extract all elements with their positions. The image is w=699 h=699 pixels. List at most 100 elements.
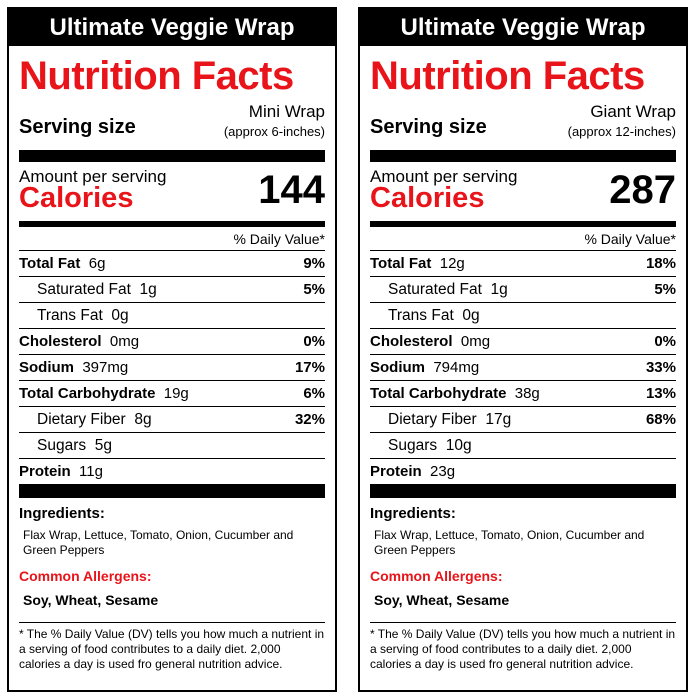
serving-size-note: (approx 12-inches) [567, 124, 676, 139]
nutrient-label: Saturated Fat [37, 281, 131, 298]
nutrient-amount: 5g [94, 437, 112, 454]
serving-size-label: Serving size [370, 116, 487, 138]
nutrient-label: Trans Fat [37, 307, 103, 324]
nutrition-facts-heading: Nutrition Facts [370, 54, 645, 98]
nutrient-row-sodium: Sodium 397mg 17% [19, 354, 325, 380]
ingredients-label: Ingredients: [19, 505, 105, 522]
nutrient-amount: 23g [430, 463, 456, 480]
nutrient-row-sugars: Sugars 5g [19, 432, 325, 458]
serving-size-note: (approx 6-inches) [223, 124, 325, 139]
nutrient-row-cholesterol: Cholesterol 0mg 0% [19, 328, 325, 354]
ingredients-text: Flax Wrap, Lettuce, Tomato, Onion, Cucum… [374, 528, 645, 557]
nutrient-row-saturated-fat: Saturated Fat 1g 5% [370, 276, 676, 302]
nutrient-row-total-carbohydrate: Total Carbohydrate 19g 6% [19, 380, 325, 406]
nutrient-percent: 32% [294, 411, 325, 428]
nutrient-label: Protein [19, 463, 71, 480]
nutrient-label: Dietary Fiber [37, 411, 126, 428]
nutrient-percent: 68% [645, 411, 676, 428]
nutrient-row-trans-fat: Trans Fat 0g [19, 302, 325, 328]
calories-value: 144 [258, 168, 325, 212]
nutrient-percent: 18% [645, 255, 676, 272]
nutrient-amount: 17g [485, 411, 512, 428]
allergens-text: Soy, Wheat, Sesame [374, 592, 510, 608]
amount-per-serving-label: Amount per serving [19, 167, 167, 186]
nutrient-row-sugars: Sugars 10g [370, 432, 676, 458]
nutrient-amount: 12g [439, 255, 465, 272]
nutrient-amount: 19g [163, 385, 189, 402]
divider [370, 484, 676, 498]
calories-value: 287 [609, 168, 676, 212]
serving-size-value: Mini Wrap [248, 102, 325, 121]
divider [370, 150, 676, 162]
nutrient-percent: 0% [303, 333, 325, 350]
nutrient-percent: 33% [645, 359, 676, 376]
nutrient-percent: 0% [654, 333, 676, 350]
calories-label: Calories [370, 182, 485, 214]
divider [19, 484, 325, 498]
nutrient-row-total-carbohydrate: Total Carbohydrate 38g 13% [370, 380, 676, 406]
nutrient-amount: 794mg [433, 359, 480, 376]
nutrient-row-cholesterol: Cholesterol 0mg 0% [370, 328, 676, 354]
daily-value-header: % Daily Value* [584, 231, 676, 247]
daily-value-header: % Daily Value* [233, 231, 325, 247]
nutrient-label: Total Carbohydrate [370, 385, 507, 402]
nutrient-percent: 17% [294, 359, 325, 376]
nutrient-percent: 6% [303, 385, 325, 402]
nutrient-amount: 11g [79, 463, 103, 480]
nutrient-label: Cholesterol [19, 333, 102, 350]
nutrient-percent: 5% [654, 281, 676, 298]
nutrient-label: Protein [370, 463, 422, 480]
nutrient-label: Sodium [370, 359, 425, 376]
nutrient-row-total-fat: Total Fat 12g 18% [370, 250, 676, 276]
nutrition-facts-heading: Nutrition Facts [19, 54, 294, 98]
allergens-label: Common Allergens: [19, 568, 152, 584]
nutrient-label: Cholesterol [370, 333, 453, 350]
nutrient-row-protein: Protein 23g [370, 458, 676, 484]
nutrient-row-sodium: Sodium 794mg 33% [370, 354, 676, 380]
nutrient-row-dietary-fiber: Dietary Fiber 17g 68% [370, 406, 676, 432]
nutrient-amount: 1g [139, 281, 157, 298]
nutrient-percent: 13% [645, 385, 676, 402]
nutrient-label: Sodium [19, 359, 74, 376]
nutrient-label: Trans Fat [388, 307, 454, 324]
nutrient-label: Sugars [37, 437, 87, 454]
nutrient-amount: 38g [514, 385, 540, 402]
nutrient-row-saturated-fat: Saturated Fat 1g 5% [19, 276, 325, 302]
nutrient-row-dietary-fiber: Dietary Fiber 8g 32% [19, 406, 325, 432]
nutrient-amount: 397mg [82, 359, 129, 376]
nutrient-amount: 1g [490, 281, 508, 298]
divider [370, 221, 676, 227]
amount-per-serving-label: Amount per serving [370, 167, 518, 186]
nutrient-label: Total Carbohydrate [19, 385, 156, 402]
product-title: Ultimate Veggie Wrap [9, 9, 335, 46]
nutrient-label: Dietary Fiber [388, 411, 477, 428]
serving-section: Serving size Mini Wrap (approx 6-inches) [19, 100, 325, 150]
nutrient-amount: 0g [111, 307, 129, 324]
divider [19, 221, 325, 227]
nutrient-row-total-fat: Total Fat 6g 9% [19, 250, 325, 276]
ingredients-text: Flax Wrap, Lettuce, Tomato, Onion, Cucum… [23, 528, 294, 557]
nutrient-label: Total Fat [19, 255, 81, 272]
allergens-text: Soy, Wheat, Sesame [23, 592, 159, 608]
serving-size-value: Giant Wrap [590, 102, 676, 121]
nutrient-label: Sugars [388, 437, 438, 454]
nutrient-amount: 10g [445, 437, 472, 454]
nutrient-amount: 8g [134, 411, 152, 428]
nutrient-amount: 6g [88, 255, 106, 272]
daily-value-footnote: * The % Daily Value (DV) tells you how m… [370, 622, 676, 672]
nutrient-label: Saturated Fat [388, 281, 482, 298]
serving-section: Serving size Giant Wrap (approx 12-inche… [370, 100, 676, 150]
serving-size-label: Serving size [19, 116, 136, 138]
ingredients-label: Ingredients: [370, 505, 456, 522]
nutrient-amount: 0mg [109, 333, 140, 350]
nutrition-label-mini: Ultimate Veggie Wrap Nutrition Facts Ser… [7, 7, 337, 692]
nutrient-percent: 9% [303, 255, 325, 272]
product-title: Ultimate Veggie Wrap [360, 9, 686, 46]
nutrient-percent: 5% [303, 281, 325, 298]
nutrient-amount: 0mg [460, 333, 491, 350]
nutrient-amount: 0g [462, 307, 480, 324]
nutrient-row-trans-fat: Trans Fat 0g [370, 302, 676, 328]
divider [19, 150, 325, 162]
daily-value-footnote: * The % Daily Value (DV) tells you how m… [19, 622, 325, 672]
nutrition-label-giant: Ultimate Veggie Wrap Nutrition Facts Ser… [358, 7, 688, 692]
